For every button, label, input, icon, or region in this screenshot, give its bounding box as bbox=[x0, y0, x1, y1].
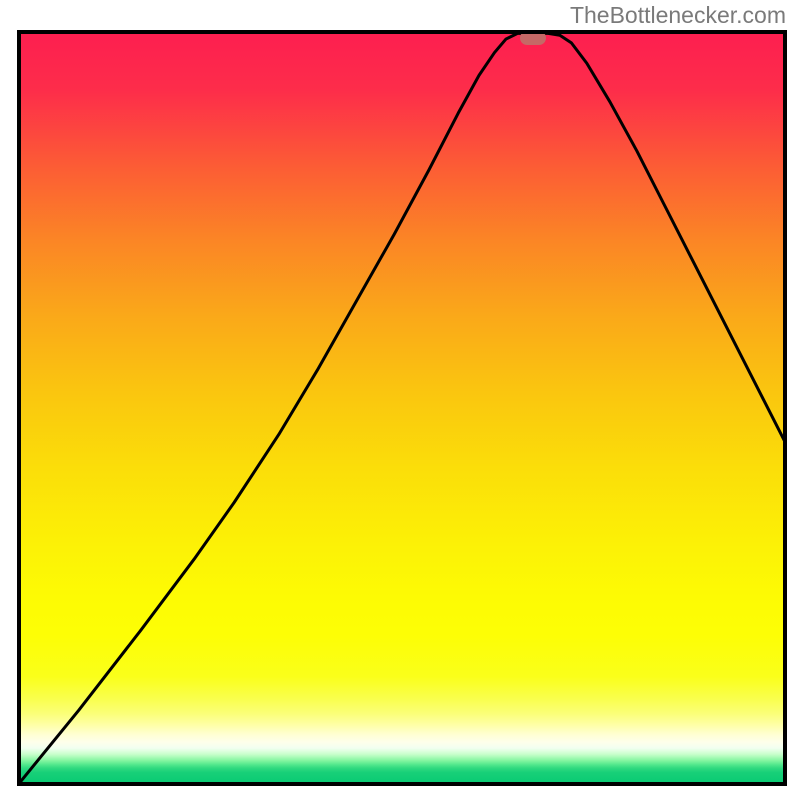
chart-root: TheBottlenecker.com bbox=[0, 0, 800, 800]
watermark-text: TheBottlenecker.com bbox=[570, 2, 786, 29]
plot-frame bbox=[17, 30, 787, 786]
